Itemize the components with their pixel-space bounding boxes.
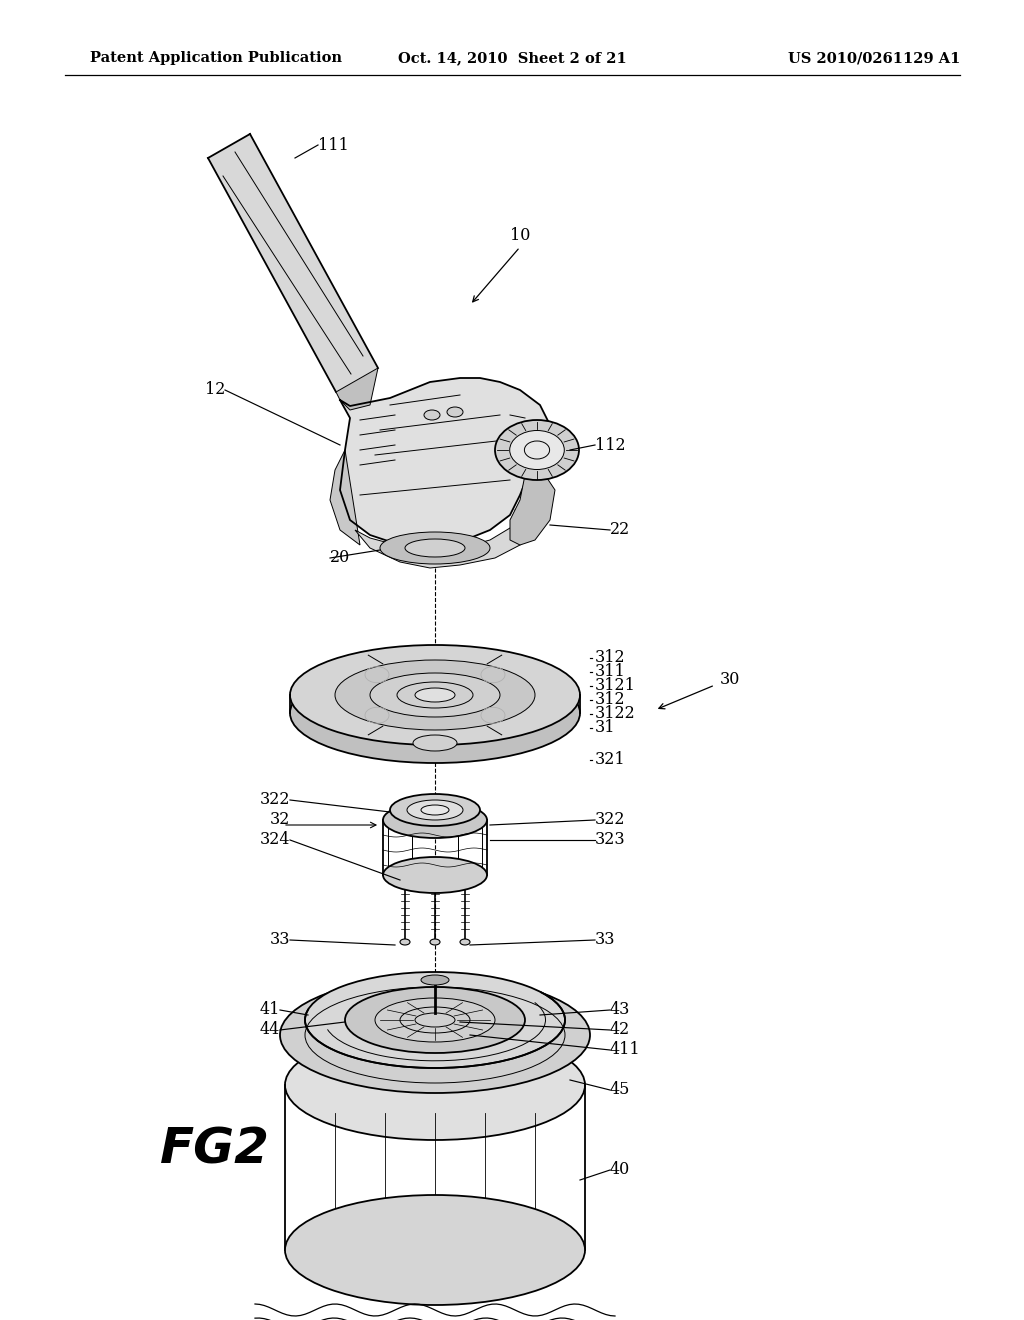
Ellipse shape [370,673,500,717]
Ellipse shape [390,795,480,826]
Ellipse shape [285,1030,585,1140]
Text: 42: 42 [610,1022,630,1039]
Text: 112: 112 [595,437,626,454]
Text: 22: 22 [610,521,630,539]
Ellipse shape [335,660,535,730]
Ellipse shape [421,805,449,814]
Text: 44: 44 [260,1022,280,1039]
Text: 43: 43 [610,1002,631,1019]
Text: 33: 33 [595,932,615,949]
Text: 3122: 3122 [595,705,636,722]
Text: 311: 311 [595,664,626,681]
Text: 111: 111 [318,136,349,153]
Polygon shape [340,378,550,548]
Text: 30: 30 [720,672,740,689]
Ellipse shape [447,407,463,417]
Text: 45: 45 [610,1081,631,1098]
Ellipse shape [285,1195,585,1305]
Ellipse shape [397,682,473,708]
Text: 32: 32 [269,812,290,829]
Text: 40: 40 [610,1162,630,1179]
Ellipse shape [406,539,465,557]
Text: 12: 12 [205,381,225,399]
Ellipse shape [421,975,449,985]
Ellipse shape [415,1012,455,1027]
Text: Patent Application Publication: Patent Application Publication [90,51,342,65]
Polygon shape [336,368,378,411]
Text: 3121: 3121 [595,677,636,694]
Ellipse shape [413,705,457,721]
Ellipse shape [415,688,455,702]
Ellipse shape [280,977,590,1093]
Ellipse shape [430,939,440,945]
Ellipse shape [524,441,550,459]
Polygon shape [330,450,360,545]
Polygon shape [355,520,530,568]
Ellipse shape [290,663,580,763]
Text: 411: 411 [610,1041,641,1059]
Ellipse shape [383,803,487,838]
Ellipse shape [495,420,579,480]
Text: Oct. 14, 2010  Sheet 2 of 21: Oct. 14, 2010 Sheet 2 of 21 [397,51,627,65]
Text: 321: 321 [595,751,626,768]
Ellipse shape [424,411,440,420]
Text: 324: 324 [259,832,290,849]
Text: 10: 10 [510,227,530,243]
Ellipse shape [407,800,463,820]
Ellipse shape [345,987,525,1053]
Ellipse shape [383,857,487,894]
Text: US 2010/0261129 A1: US 2010/0261129 A1 [787,51,961,65]
Ellipse shape [400,939,410,945]
Text: 322: 322 [595,812,626,829]
Text: 20: 20 [330,549,350,566]
Ellipse shape [305,972,565,1068]
Text: 31: 31 [595,719,615,737]
Text: FG2: FG2 [160,1126,270,1173]
Ellipse shape [400,1007,470,1034]
Ellipse shape [413,735,457,751]
Ellipse shape [290,645,580,744]
Text: 323: 323 [595,832,626,849]
Polygon shape [208,135,378,392]
Ellipse shape [375,998,495,1041]
Text: 322: 322 [259,792,290,808]
Text: 312: 312 [595,692,626,709]
Text: 33: 33 [269,932,290,949]
Polygon shape [510,465,555,545]
Text: 41: 41 [260,1002,280,1019]
Text: 312: 312 [595,649,626,667]
Ellipse shape [380,532,490,564]
Ellipse shape [510,430,564,470]
Ellipse shape [460,939,470,945]
